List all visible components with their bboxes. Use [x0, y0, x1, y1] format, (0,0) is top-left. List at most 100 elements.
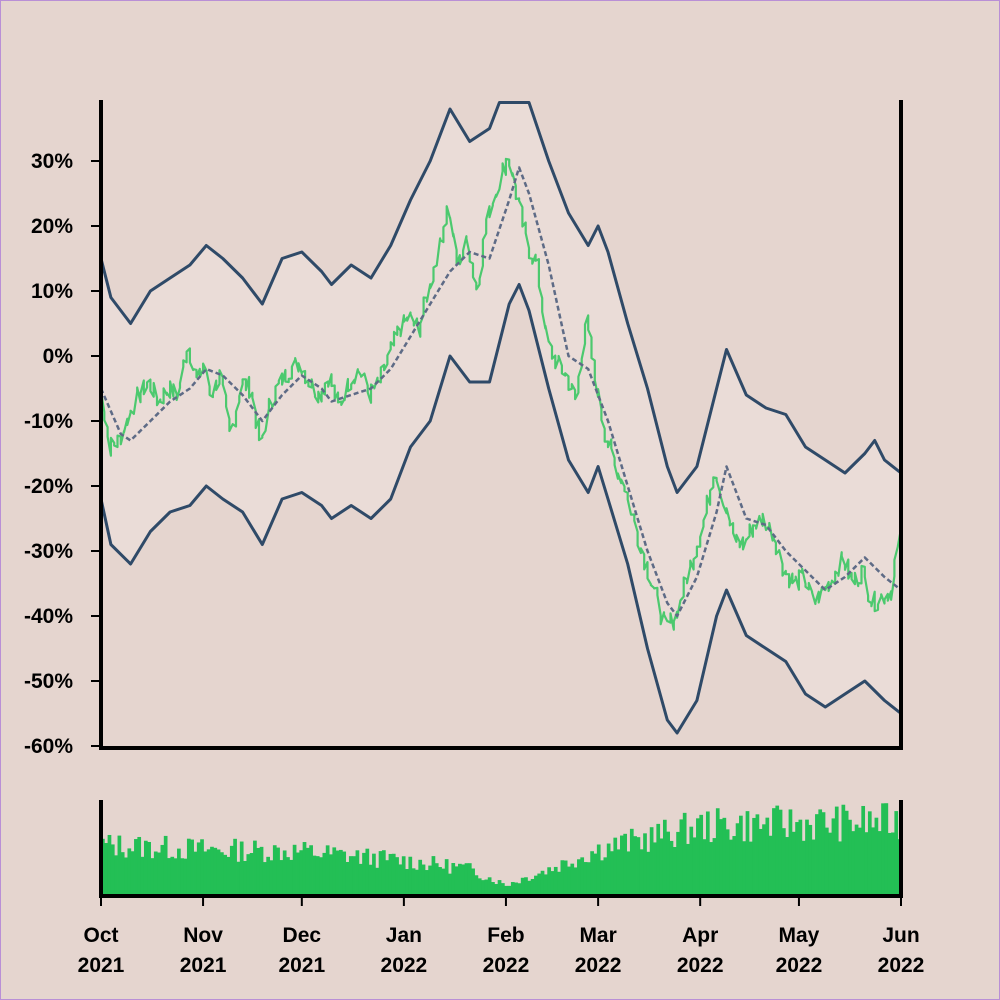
volume-bar [725, 829, 730, 896]
volume-bar [206, 849, 211, 896]
volume-bar [312, 855, 317, 896]
volume-bar [160, 844, 165, 896]
volume-bar [848, 819, 852, 896]
volume-bar [372, 853, 376, 896]
volume-bar [524, 877, 528, 896]
volume-bar [173, 858, 178, 896]
x-tick-label-month: Apr [682, 924, 718, 947]
x-tick-label-month: Feb [487, 924, 524, 947]
volume-bar [758, 828, 763, 896]
volume-bar [563, 860, 568, 896]
x-tick-label-month: Nov [183, 924, 223, 947]
volume-bar [494, 884, 499, 896]
volume-bar [808, 824, 813, 896]
volume-bar [322, 852, 327, 896]
volume-bar [464, 863, 469, 896]
volume-bar [884, 803, 889, 896]
volume-bar [785, 837, 790, 896]
volume-bar [491, 882, 495, 896]
volume-bar [610, 851, 614, 896]
volume-bar [477, 878, 482, 896]
volume-bar [636, 837, 641, 896]
volume-bar [653, 842, 657, 896]
volume-bar [259, 846, 264, 896]
volume-bar [818, 809, 823, 896]
volume-bar [805, 819, 809, 896]
volume-bar [616, 849, 621, 896]
x-tick-label-month: Oct [83, 924, 118, 947]
volume-bar [547, 867, 551, 896]
volume-bar [672, 847, 677, 896]
volume-bar [481, 880, 485, 896]
y-tick-label: 0% [43, 345, 74, 368]
volume-bar [752, 817, 756, 896]
volume-bar [438, 867, 442, 896]
volume-bar [458, 863, 462, 896]
volume-bar [567, 866, 571, 896]
volume-bar [150, 858, 155, 896]
volume-bar [662, 819, 667, 896]
volume-bar [871, 827, 875, 896]
volume-bar [791, 831, 796, 896]
volume-bar [342, 851, 347, 896]
volume-bar [606, 843, 611, 896]
volume-bar [583, 862, 588, 896]
volume-bar [600, 860, 604, 896]
volume-bar [514, 882, 518, 896]
volume-bar [130, 851, 135, 896]
volume-bar [620, 835, 624, 896]
volume-bar [137, 836, 142, 896]
volume-bar [134, 839, 138, 896]
volume-bar [669, 840, 674, 896]
volume-bar [289, 859, 294, 896]
volume-bar [428, 865, 432, 896]
volume-bar [253, 840, 257, 896]
volume-bar [666, 831, 670, 896]
x-tick-label-year: 2022 [677, 954, 724, 977]
volume-bar [332, 847, 337, 896]
volume-bar [395, 857, 399, 896]
volume-bar [854, 824, 859, 896]
volume-bar [315, 856, 320, 896]
volume-bar [388, 853, 393, 896]
volume-bar [408, 856, 413, 896]
x-tick-label-month: May [779, 924, 820, 947]
volume-bar [302, 842, 307, 896]
volume-bar [510, 882, 515, 896]
volume-bar [411, 868, 416, 896]
volume-bar [352, 856, 356, 896]
volume-bar [418, 859, 423, 896]
volume-panel [99, 800, 903, 898]
volume-bar [824, 827, 829, 896]
volume-bar [682, 812, 687, 896]
volume-bar [286, 857, 290, 896]
volume-bar [590, 851, 594, 896]
volume-bar [193, 851, 198, 896]
volume-bar [375, 867, 380, 896]
volume-bar [329, 854, 333, 896]
volume-bar [696, 818, 700, 896]
volume-bar [801, 840, 806, 896]
volume-bar [643, 833, 647, 896]
x-tick-label-year: 2022 [483, 954, 530, 977]
volume-bar [778, 809, 783, 896]
volume-bar [451, 863, 456, 896]
y-tick-label: -20% [24, 475, 73, 498]
volume-bar [262, 862, 267, 896]
volume-bar [167, 858, 171, 896]
volume-bar [368, 864, 373, 896]
volume-bar [365, 848, 370, 896]
volume-bar [239, 841, 244, 896]
volume-bar [831, 818, 836, 896]
volume-bar [282, 850, 287, 896]
volume-bar [887, 832, 892, 896]
volume-bar [203, 851, 208, 896]
volume-bar [233, 838, 237, 896]
volume-bar [699, 814, 704, 896]
volume-bar [497, 880, 502, 896]
volume-bar [120, 852, 125, 896]
volume-bar [633, 836, 637, 896]
volume-bar [127, 848, 132, 896]
volume-bar [200, 839, 204, 896]
volume-bar [501, 883, 505, 896]
